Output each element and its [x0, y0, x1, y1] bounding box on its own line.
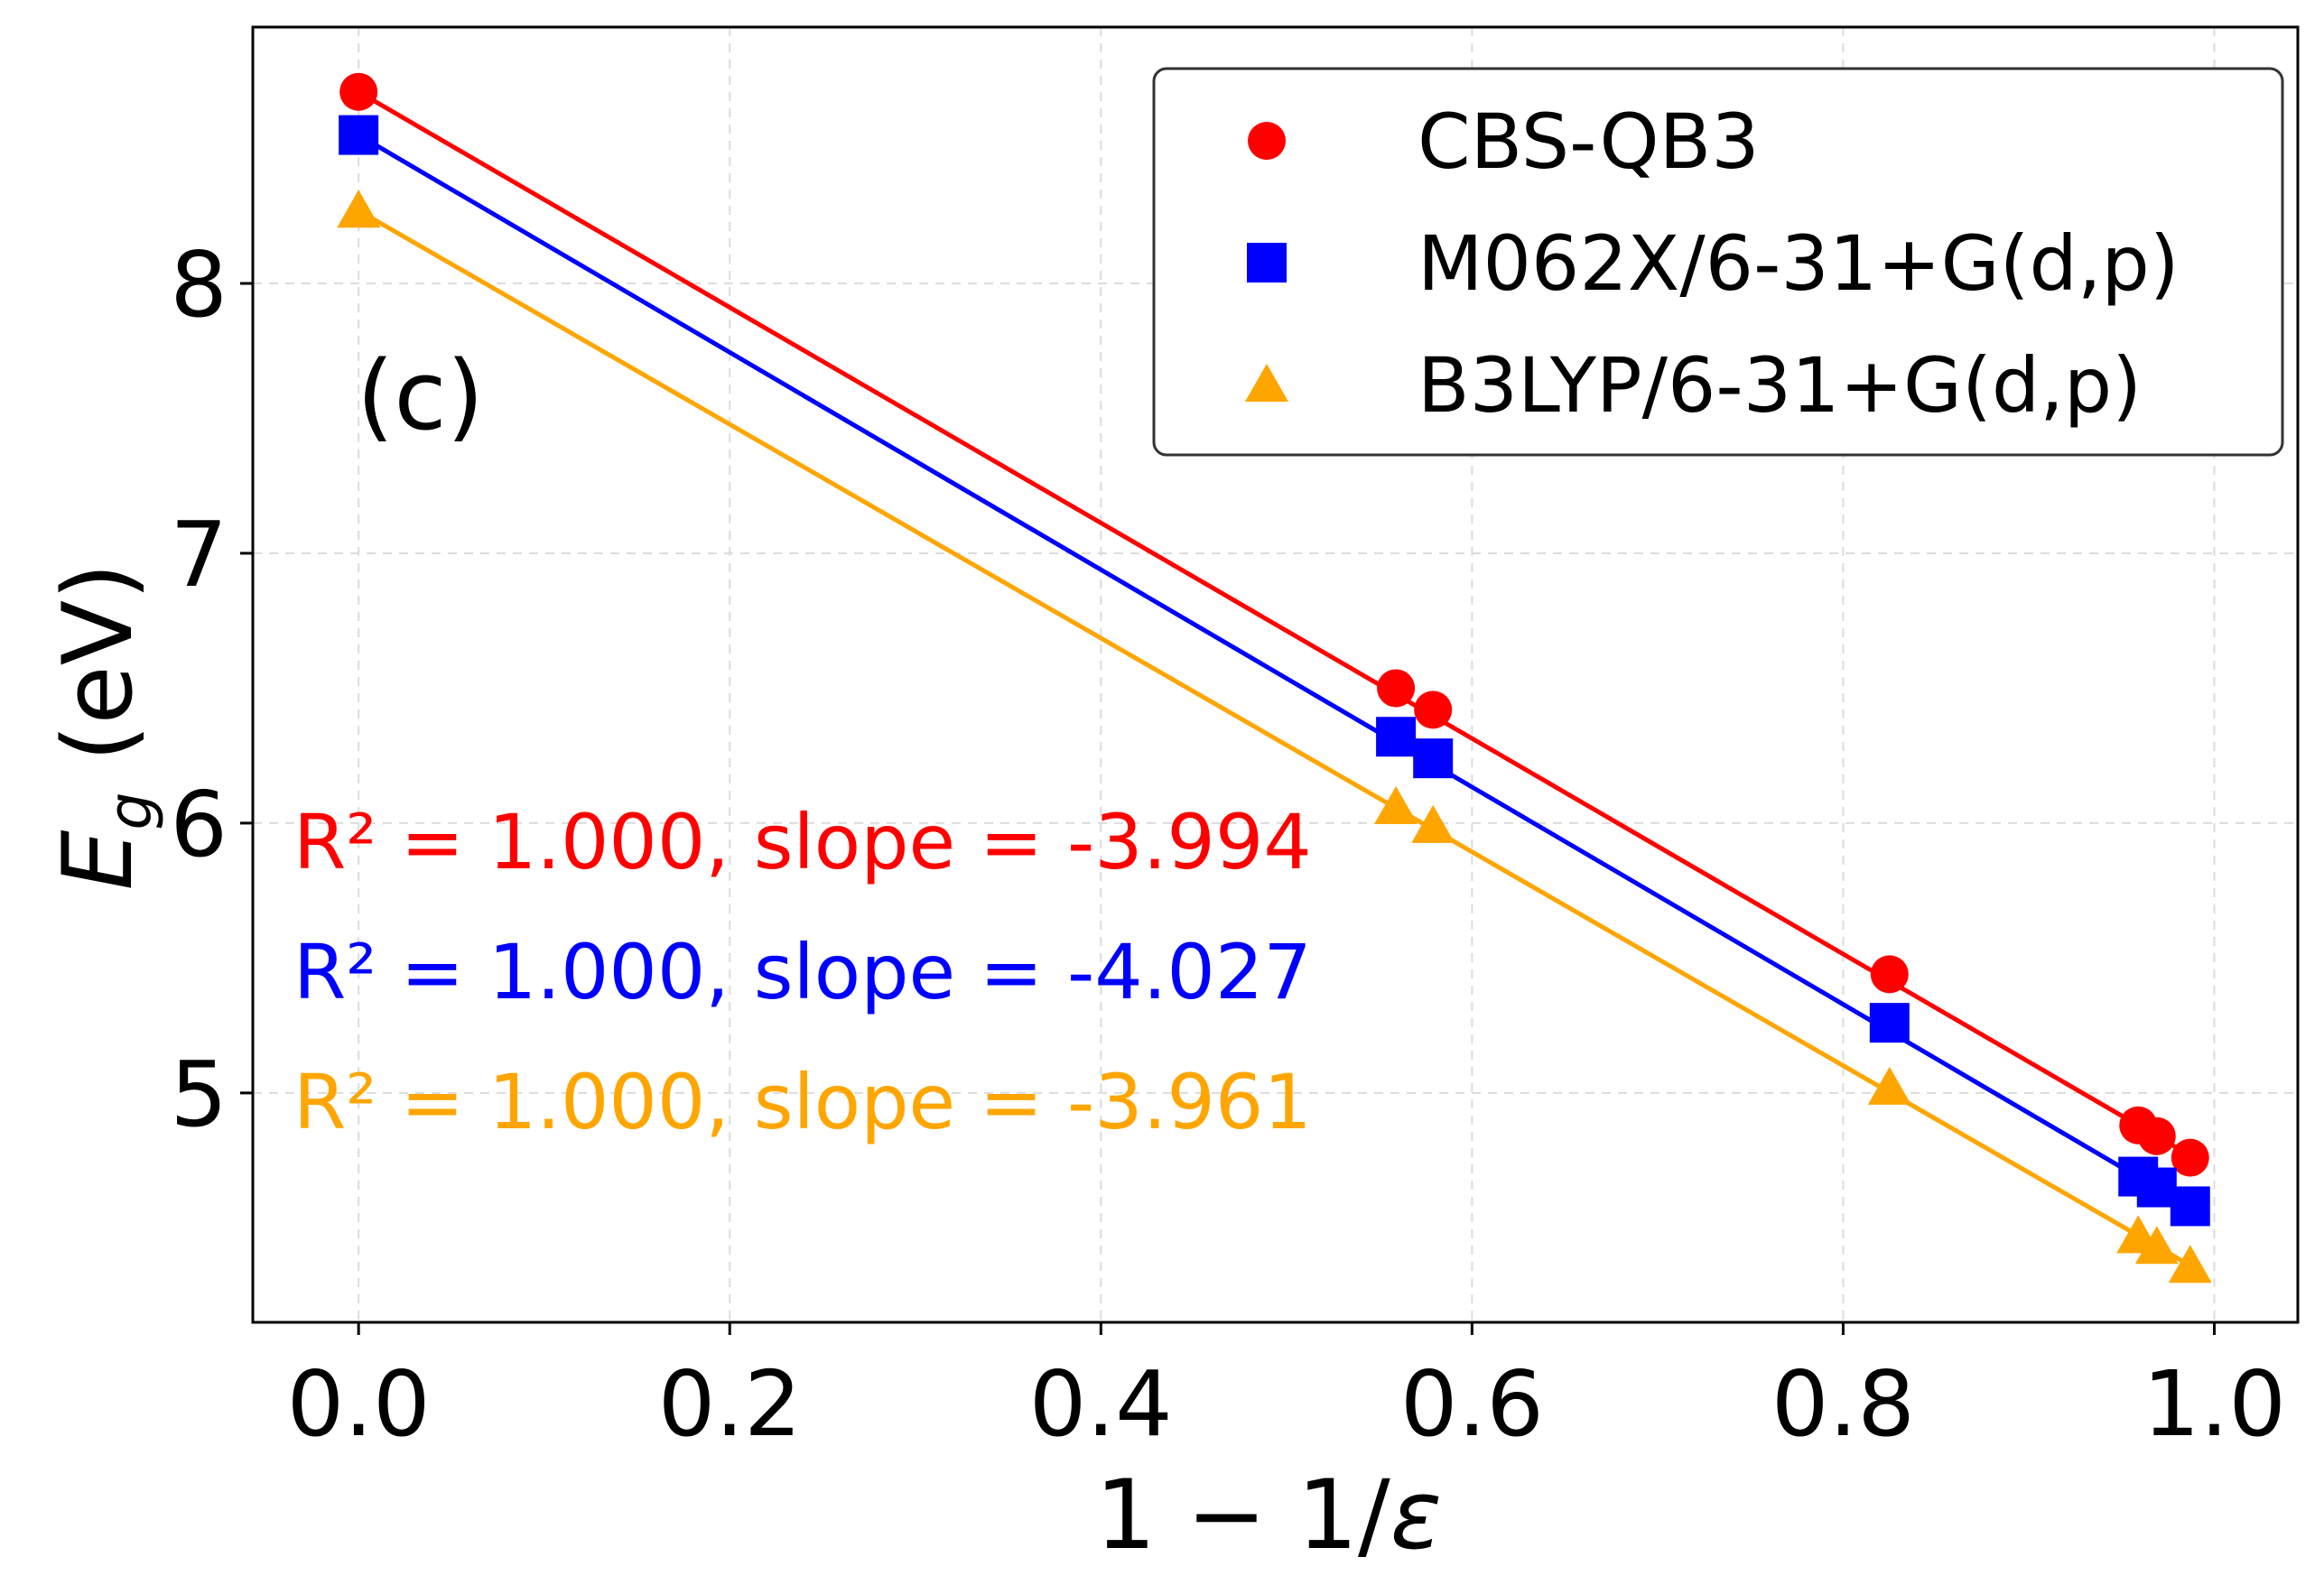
y-tick-label: 6	[170, 772, 228, 877]
x-tick-label: 0.0	[287, 1351, 431, 1457]
data-point	[1413, 738, 1454, 779]
panel-label: (c)	[357, 340, 484, 451]
data-point	[1377, 669, 1416, 708]
fit-stat-label: R² = 1.000, slope = -4.027	[293, 928, 1312, 1016]
data-markers	[337, 72, 2212, 1284]
x-axis-title: 1 − 1/ε	[1095, 1460, 1442, 1571]
data-point	[1376, 717, 1417, 757]
x-ticks: 0.0 0.2 0.4 0.6 0.8 1.0	[287, 1322, 2286, 1457]
legend: CBS-QB3 M062X/6-31+G(d,p) B3LYP/6-31+G(d,p…	[1152, 67, 2284, 457]
legend-marker	[1248, 122, 1286, 160]
data-point	[1867, 1066, 1911, 1105]
fit-stat-label: R² = 1.000, slope = -3.961	[293, 1058, 1312, 1146]
y-axis-title: Eg (eV)	[42, 562, 165, 890]
y-tick-label: 7	[170, 502, 228, 607]
data-point	[2137, 1117, 2176, 1155]
y-axis-title-unit: (eV)	[42, 562, 153, 792]
x-tick-label: 0.4	[1029, 1351, 1173, 1457]
data-point	[2136, 1167, 2177, 1208]
data-point	[2171, 1138, 2209, 1177]
data-point	[1870, 955, 1909, 994]
data-point	[1414, 690, 1453, 729]
x-tick-label: 0.2	[658, 1351, 802, 1457]
y-tick-label: 5	[170, 1042, 228, 1147]
y-axis-title-sub: g	[96, 792, 165, 830]
legend-frame	[1152, 67, 2284, 457]
legend-label: CBS-QB3	[1418, 97, 1760, 186]
data-point	[337, 190, 381, 228]
data-point	[1869, 1003, 1910, 1043]
data-point	[2168, 1245, 2212, 1284]
data-point	[339, 115, 379, 155]
data-point	[1374, 785, 1418, 824]
legend-label: B3LYP/6-31+G(d,p)	[1418, 341, 2142, 430]
y-ticks: 5 6 7 8	[170, 232, 253, 1147]
data-point	[2170, 1186, 2210, 1227]
data-point	[339, 72, 378, 111]
data-point	[2134, 1226, 2179, 1265]
x-tick-label: 1.0	[2143, 1351, 2286, 1457]
fit-stat-label: R² = 1.000, slope = -3.994	[293, 798, 1312, 886]
data-point	[1411, 804, 1455, 843]
fit-statistics: R² = 1.000, slope = -3.994 R² = 1.000, sl…	[293, 798, 1312, 1146]
y-axis-title-main: E	[42, 830, 153, 891]
x-tick-label: 0.8	[1771, 1351, 1915, 1457]
legend-marker	[1245, 364, 1288, 402]
legend-marker	[1247, 243, 1287, 283]
x-tick-label: 0.6	[1400, 1351, 1544, 1457]
y-tick-label: 8	[170, 232, 228, 338]
legend-label: M062X/6-31+G(d,p)	[1418, 219, 2180, 308]
plot-frame	[251, 25, 2300, 1324]
